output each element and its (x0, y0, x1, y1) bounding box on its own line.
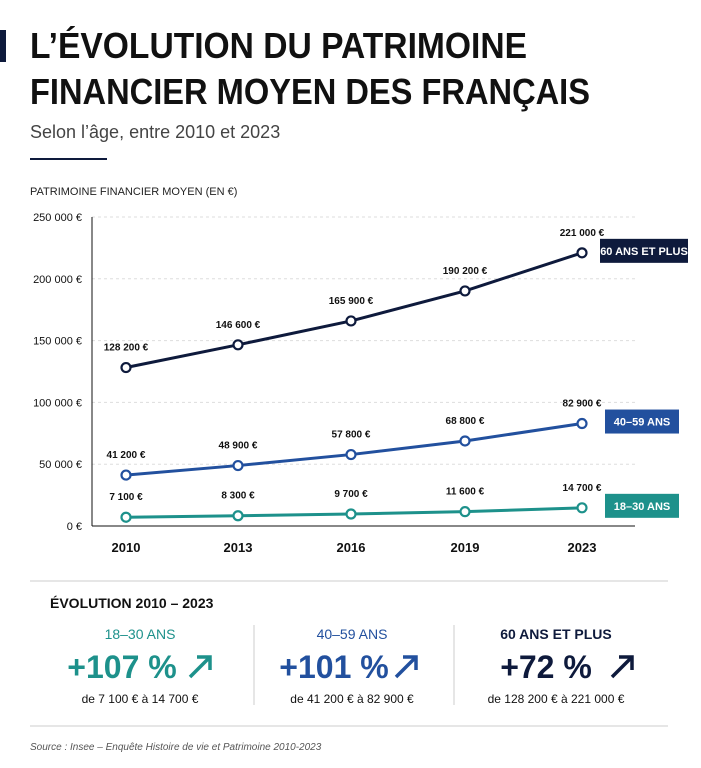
data-label: 7 100 € (109, 492, 143, 503)
data-point (345, 448, 357, 461)
data-label: 190 200 € (443, 266, 488, 277)
data-point (459, 285, 471, 297)
data-label: 165 900 € (329, 296, 374, 307)
y-tick-label: 0 € (67, 521, 82, 533)
data-point (345, 315, 357, 327)
data-label: 9 700 € (334, 489, 368, 500)
series-line (125, 251, 583, 370)
data-label: 41 200 € (107, 450, 146, 461)
data-label: 221 000 € (560, 228, 605, 239)
data-point (232, 510, 244, 522)
legend-label: 18–30 ANS (614, 501, 670, 513)
data-label: 68 800 € (446, 416, 485, 427)
data-point (345, 508, 357, 520)
data-point (576, 247, 588, 259)
data-point (232, 459, 244, 472)
data-label: 128 200 € (104, 343, 149, 354)
data-point (120, 469, 132, 481)
summary-detail: de 128 200 € à 221 000 € (488, 692, 625, 706)
data-label: 146 600 € (216, 320, 261, 331)
arrow-icon (610, 655, 634, 679)
summary-change: +72 % (500, 649, 592, 685)
data-label: 57 800 € (332, 430, 371, 441)
title-line: L’ÉVOLUTION DU PATRIMOINE (30, 25, 527, 66)
legend-label: 40–59 ANS (614, 417, 670, 429)
x-tick-label: 2013 (224, 540, 253, 555)
data-label: 11 600 € (446, 487, 485, 498)
source: Source : Insee – Enquête Histoire de vie… (30, 742, 322, 753)
summary-label: 40–59 ANS (317, 626, 388, 642)
subtitle: Selon l’âge, entre 2010 et 2023 (30, 122, 280, 142)
summary-title: ÉVOLUTION 2010 – 2023 (50, 595, 214, 611)
data-point (232, 339, 244, 351)
data-label: 8 300 € (221, 491, 255, 502)
y-tick-label: 200 000 € (33, 274, 82, 286)
legend-label: 60 ANS ET PLUS (600, 246, 688, 258)
legend-box (605, 409, 679, 434)
data-point (120, 361, 132, 374)
title-line: FINANCIER MOYEN DES FRANÇAIS (30, 71, 590, 112)
y-tick-label: 100 000 € (33, 397, 82, 409)
data-label: 48 900 € (219, 441, 258, 452)
summary-detail: de 7 100 € à 14 700 € (82, 692, 199, 706)
x-tick-label: 2016 (337, 540, 366, 555)
y-tick-label: 150 000 € (33, 336, 82, 348)
data-point (576, 417, 588, 430)
y-tick-label: 250 000 € (33, 212, 82, 224)
data-point (459, 506, 471, 518)
data-point (120, 511, 132, 523)
x-tick-label: 2019 (451, 540, 480, 555)
data-point (576, 502, 588, 514)
summary-change: +107 % (67, 649, 176, 685)
legend-box (605, 493, 679, 518)
summary-change: +101 % (279, 649, 388, 685)
divider (30, 158, 107, 160)
y-tick-label: 50 000 € (39, 459, 82, 471)
summary-detail: de 41 200 € à 82 900 € (290, 692, 414, 706)
plot: 0 € 50 000 € 100 000 € 150 000 € 200 000 € 25… (33, 212, 688, 555)
summary-label: 18–30 ANS (105, 626, 176, 642)
arrow-icon (188, 655, 212, 679)
legend-box (600, 238, 688, 263)
title-accent (0, 30, 6, 62)
x-tick-label: 2010 (112, 540, 141, 555)
data-label: 82 900 € (563, 399, 602, 410)
arrow-icon (394, 655, 418, 679)
data-label: 14 700 € (563, 483, 602, 494)
y-axis-label: PATRIMOINE FINANCIER MOYEN (EN €) (30, 186, 237, 198)
x-tick-label: 2023 (568, 540, 597, 555)
data-point (459, 435, 471, 447)
summary-label: 60 ANS ET PLUS (500, 626, 612, 642)
